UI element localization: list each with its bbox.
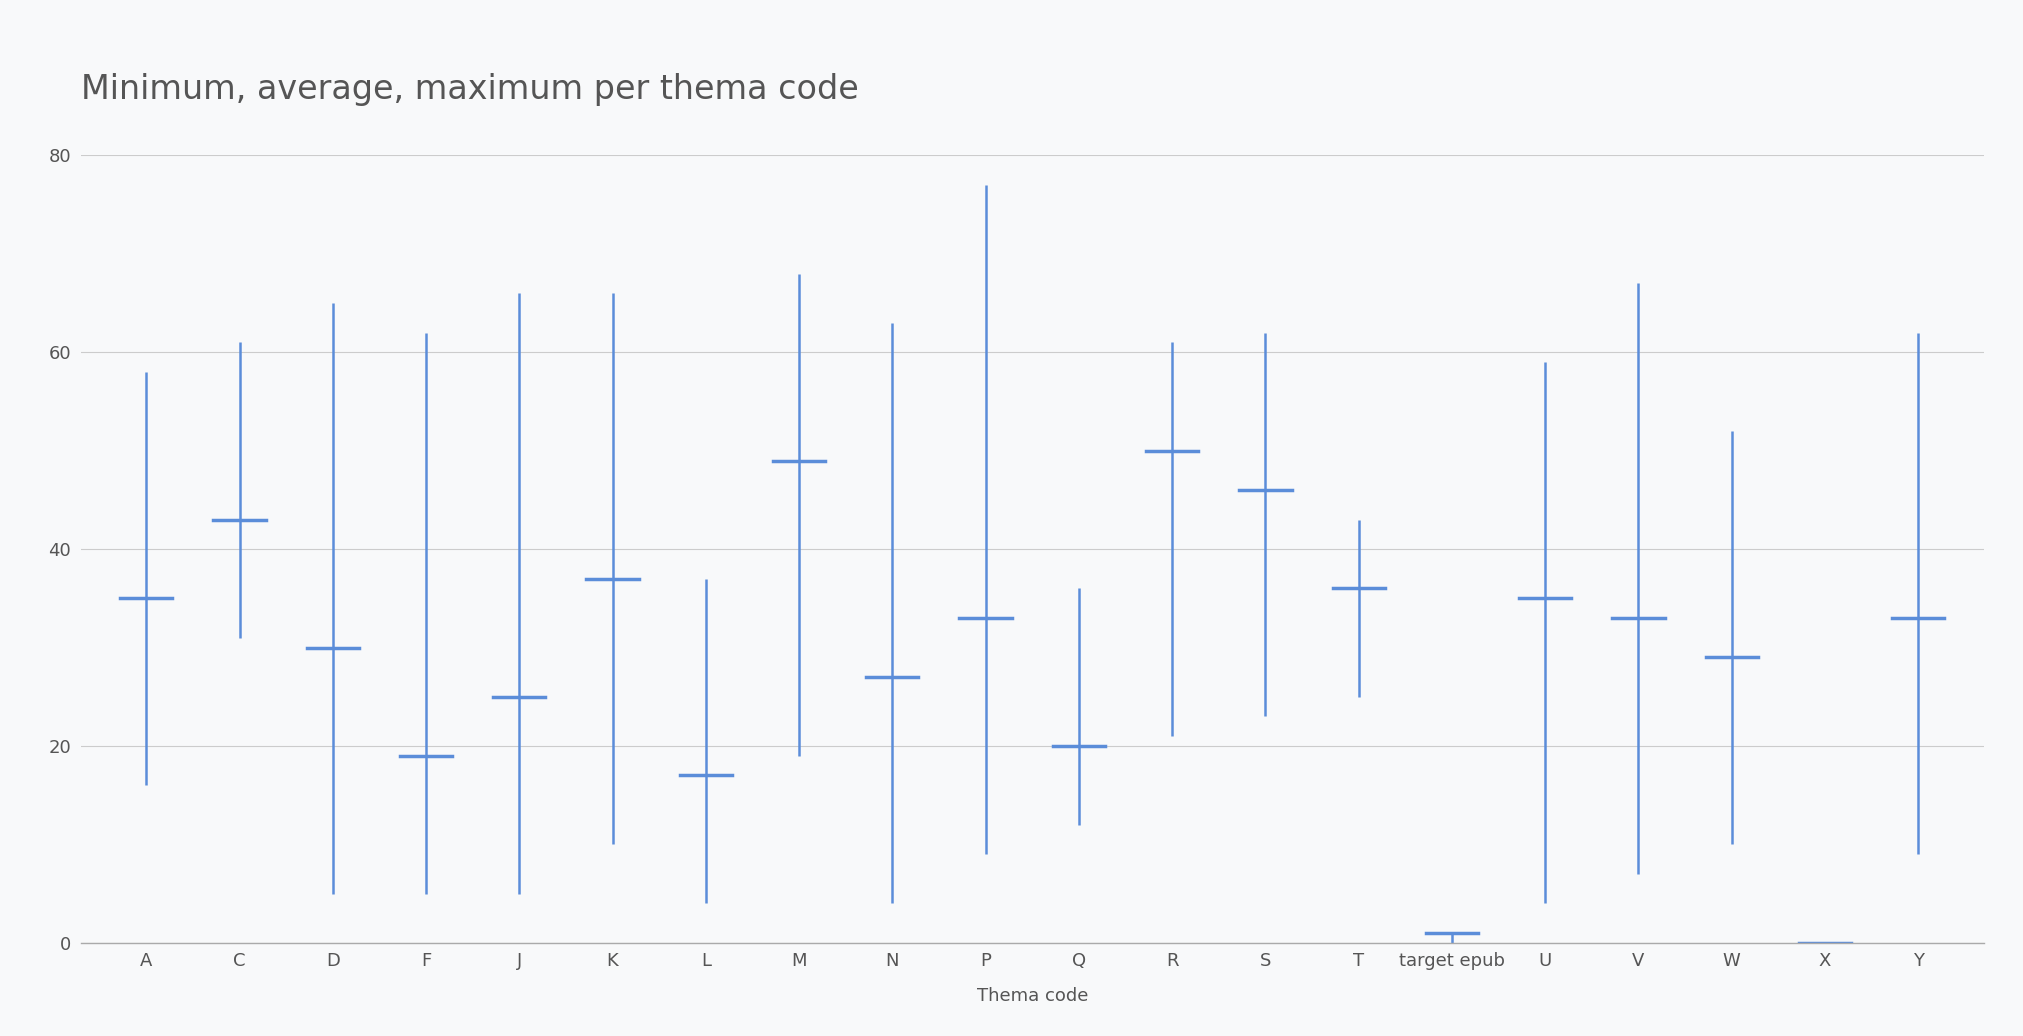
X-axis label: Thema code: Thema code [975,987,1088,1005]
Text: Minimum, average, maximum per thema code: Minimum, average, maximum per thema code [81,73,858,106]
